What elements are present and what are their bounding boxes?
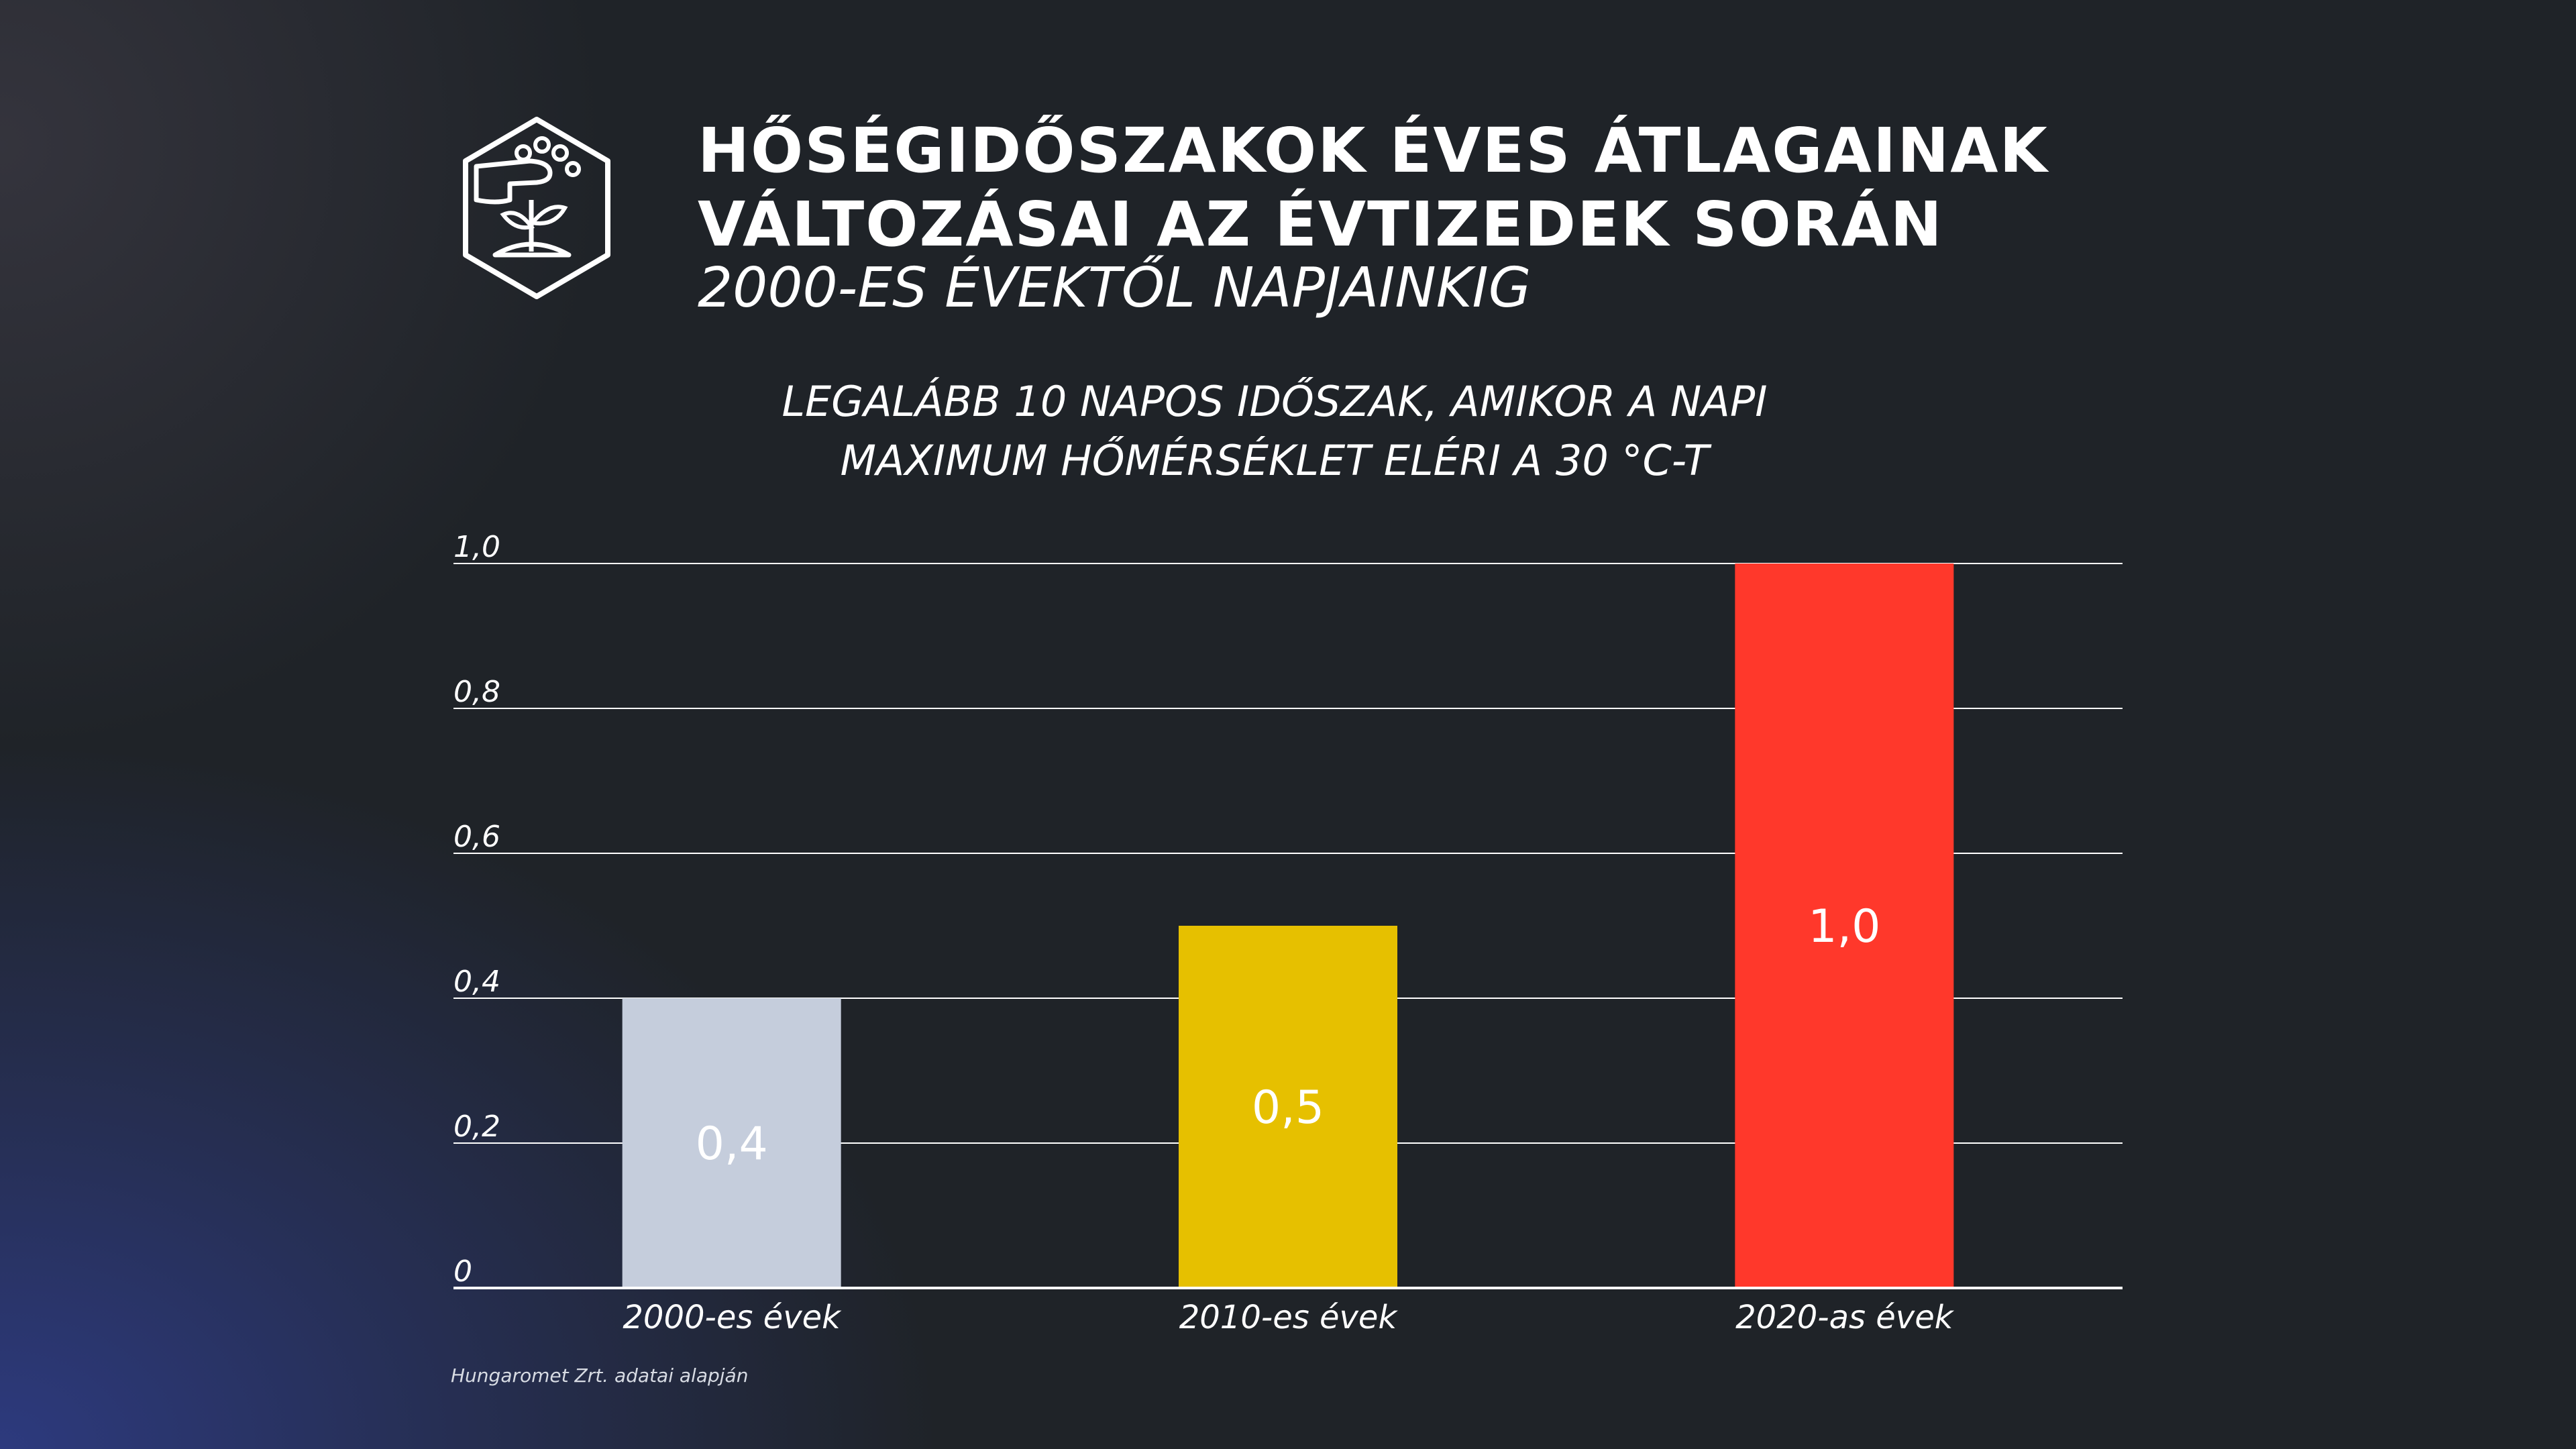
bar-value-label: 0,5: [1252, 1081, 1324, 1134]
y-tick-label: 0,8: [453, 675, 500, 709]
chart-note-line-1: LEGALÁBB 10 NAPOS IDŐSZAK, AMIKOR A NAPI: [782, 377, 1768, 426]
hand-with-sprout-hexagon-icon: [463, 117, 610, 299]
y-tick-label: 0,6: [453, 820, 500, 854]
header: HŐSÉGIDŐSZAKOK ÉVES ÁTLAGAINAK VÁLTOZÁSA…: [456, 114, 2133, 329]
x-tick-label: 2010-es évek: [1179, 1299, 1399, 1336]
bar-value-label: 0,4: [696, 1118, 768, 1171]
y-tick-label: 0,4: [453, 965, 500, 999]
bar: [1179, 926, 1397, 1288]
chart-note: LEGALÁBB 10 NAPOS IDŐSZAK, AMIKOR A NAPI…: [671, 372, 1878, 490]
x-tick-label: 2020-as évek: [1735, 1299, 1955, 1336]
page-title: HŐSÉGIDŐSZAKOK ÉVES ÁTLAGAINAK VÁLTOZÁSA…: [698, 114, 2049, 262]
y-tick-label: 0,2: [453, 1110, 500, 1144]
chart-note-line-2: MAXIMUM HŐMÉRSÉKLET ELÉRI A 30 °C-T: [840, 436, 1709, 485]
title-line-1: HŐSÉGIDŐSZAKOK ÉVES ÁTLAGAINAK: [698, 115, 2049, 186]
y-tick-label: 0: [453, 1254, 472, 1289]
x-tick-label: 2000-es évek: [623, 1299, 842, 1336]
bar: [622, 998, 841, 1288]
title-line-2: VÁLTOZÁSAI AZ ÉVTIZEDEK SORÁN: [698, 189, 1943, 260]
page-subtitle: 2000-ES ÉVEKTŐL NAPJAINKIG: [698, 256, 1532, 320]
source-note: Hungaromet Zrt. adatai alapján: [451, 1364, 749, 1387]
bar-value-label: 1,0: [1808, 900, 1880, 953]
y-tick-label: 1,0: [453, 530, 500, 564]
bar: [1735, 564, 1954, 1288]
